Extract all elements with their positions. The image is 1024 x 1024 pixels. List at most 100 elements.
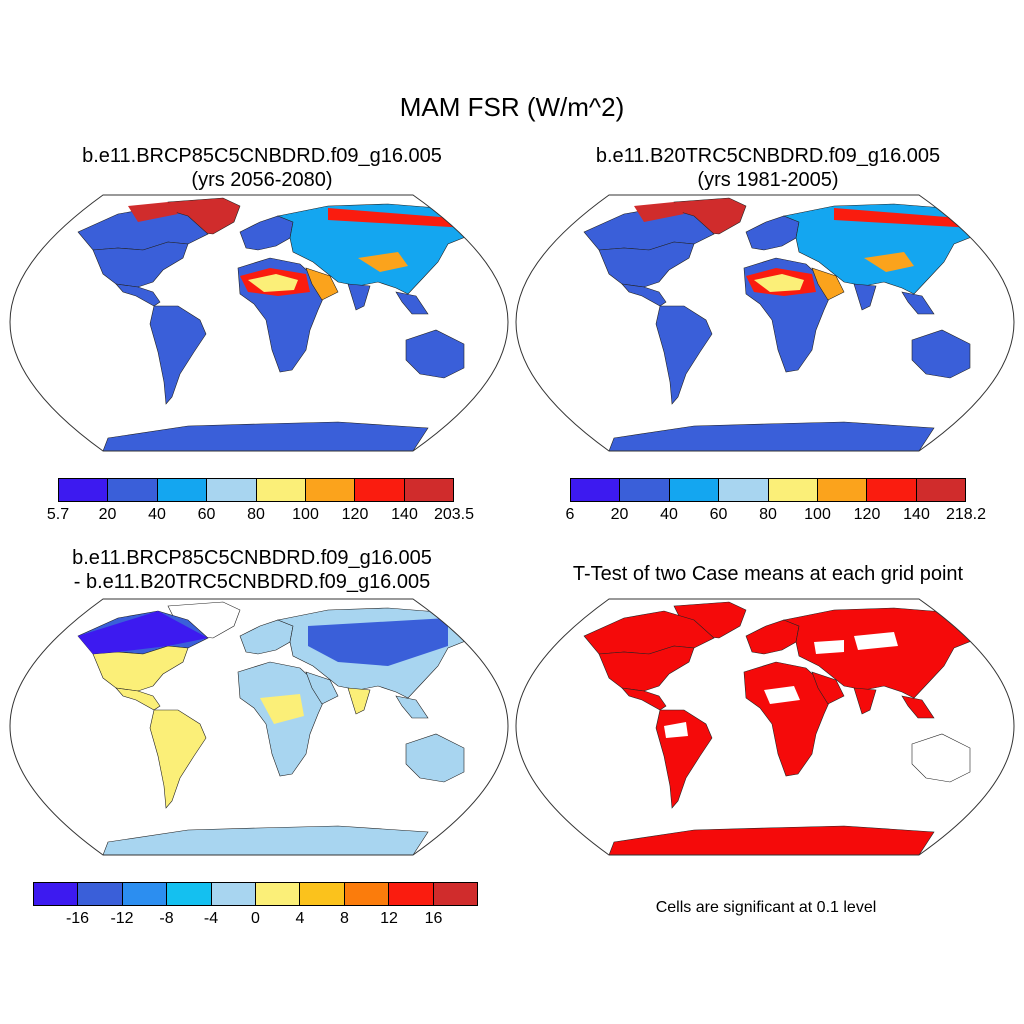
land-seasia [395, 291, 429, 315]
colorbar-tick-label: 100 [804, 506, 831, 523]
arctic-islands [634, 202, 684, 222]
africa-increase [260, 694, 304, 724]
land-australia [405, 733, 465, 783]
siberia-snow [328, 208, 478, 228]
colorbar-tick-label: 120 [341, 506, 369, 523]
land-australia [405, 329, 465, 379]
land-seasia [901, 291, 935, 315]
colorbar-tick-label: 20 [610, 506, 629, 523]
land-arabia [305, 671, 339, 705]
sahara-mid [248, 274, 298, 292]
colorbar-tick-label: 0 [251, 910, 260, 927]
land-samerica [149, 305, 207, 405]
land-samerica [149, 709, 207, 809]
panel-br-title: T-Test of two Case means at each grid po… [528, 562, 1008, 586]
land-usa [92, 645, 189, 692]
colorbar-swatch [78, 883, 123, 905]
colorbar-tick-label: 20 [98, 506, 117, 523]
land-central [115, 283, 161, 307]
colorbar-swatch [620, 479, 670, 501]
colorbar-tick-label: 120 [853, 506, 881, 523]
colorbar-swatch [256, 479, 306, 501]
colorbar-swatch [211, 883, 257, 905]
arctic-islands [128, 202, 178, 222]
colorbar-tl [58, 478, 454, 502]
land-antarctica [608, 825, 935, 855]
colorbar-tick-label: 6 [565, 506, 575, 523]
land-antarctica [608, 421, 935, 451]
map-panel-tl [9, 194, 509, 452]
colorbar-swatch [355, 479, 405, 501]
figure-title: MAM FSR (W/m^2) [399, 92, 625, 122]
panel-bl-title-line1: b.e11.BRCP85C5CNBDRD.f09_g16.005 [72, 547, 432, 569]
land-arabia [305, 267, 339, 301]
panel-tr-title-line1: b.e11.B20TRC5CNBDRD.f09_g16.005 [595, 145, 941, 167]
siberia-snow [834, 208, 984, 228]
colorbar-swatch [207, 479, 257, 501]
land-usa [92, 241, 189, 288]
colorbar-tick-label: 80 [759, 506, 777, 523]
colorbar-tick-label: 140 [391, 506, 418, 523]
colorbar-swatch [433, 883, 478, 905]
colorbar-swatch [404, 479, 453, 501]
land-usa [598, 645, 695, 692]
colorbar-tick-label: 12 [380, 910, 398, 927]
colorbar-tick-label: -8 [159, 910, 174, 927]
colorbar-tick-label: 100 [292, 506, 319, 523]
colorbar-tick-label: 16 [424, 910, 443, 927]
land-antarctica [102, 421, 429, 451]
colorbar-tl-labels: 5.7 20 40 60 80 100 120 140 203.5 [47, 506, 474, 526]
panel-tl-title-line1: b.e11.BRCP85C5CNBDRD.f09_g16.005 [82, 145, 442, 167]
significance-note: Cells are significant at 0.1 level [655, 899, 877, 916]
colorbar-swatch [256, 883, 301, 905]
colorbar-swatch [669, 479, 720, 501]
colorbar-tick-label: 60 [197, 506, 216, 523]
land-india [347, 283, 371, 311]
map-frame [9, 194, 509, 452]
colorbar-tick-label: 40 [148, 506, 166, 523]
colorbar-swatch [817, 479, 868, 501]
land-seasia [395, 695, 429, 719]
non-significant-area [854, 632, 898, 650]
colorbar-swatch [916, 479, 965, 501]
colorbar-tick-label: -12 [110, 910, 134, 927]
colorbar-tick-label: 40 [660, 506, 678, 523]
colorbar-tr-labels: 6 20 40 60 80 100 120 140 218.2 [566, 506, 986, 526]
colorbar-tick-label: 60 [709, 506, 728, 523]
colorbar-tick-label: -4 [203, 910, 219, 927]
land-india [853, 687, 877, 715]
colorbar-tick-label: 140 [903, 506, 930, 523]
non-significant-area [918, 742, 960, 772]
colorbar-bl-labels: -16 -12 -8 -4 0 4 8 12 16 [33, 910, 478, 930]
colorbar-swatch [108, 479, 158, 501]
colorbar-tick-label: 5.7 [46, 506, 70, 523]
map-panel-tr [515, 194, 1015, 452]
colorbar-swatch [34, 883, 79, 905]
land-india [347, 687, 371, 715]
land-antarctica [102, 825, 429, 855]
panel-tr-title: b.e11.B20TRC5CNBDRD.f09_g16.005 (yrs 198… [528, 144, 1008, 192]
panel-tl-title: b.e11.BRCP85C5CNBDRD.f09_g16.005 (yrs 20… [22, 144, 502, 192]
plateau [864, 252, 914, 272]
map-frame [9, 598, 509, 856]
plateau [358, 252, 408, 272]
land-usa [598, 241, 695, 288]
colorbar-tr [570, 478, 966, 502]
colorbar-swatch [389, 883, 434, 905]
map-panel-bl [9, 598, 509, 856]
land-india [853, 283, 877, 311]
land-central [621, 687, 667, 711]
panel-bl-title: b.e11.BRCP85C5CNBDRD.f09_g16.005 - b.e11… [12, 546, 492, 594]
map-frame [515, 194, 1015, 452]
colorbar-swatch [344, 883, 390, 905]
map-frame [515, 598, 1015, 856]
map-panel-br [515, 598, 1015, 856]
colorbar-swatch [768, 479, 818, 501]
colorbar-swatch [571, 479, 621, 501]
colorbar-swatch [305, 479, 356, 501]
colorbar-bl [33, 882, 478, 906]
asia-decrease [308, 618, 448, 666]
land-seasia [901, 695, 935, 719]
land-central [621, 283, 667, 307]
land-samerica [655, 305, 713, 405]
